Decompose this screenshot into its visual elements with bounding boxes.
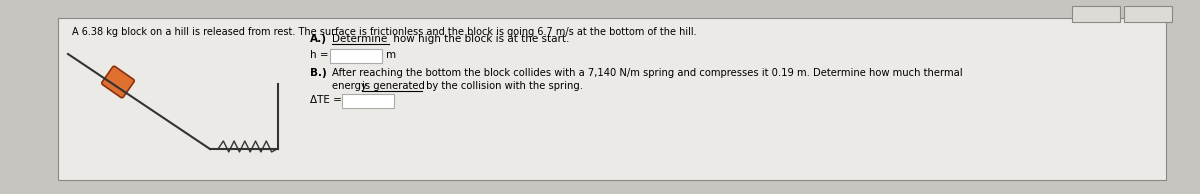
Text: h =: h = [310, 50, 329, 60]
Text: is generated: is generated [362, 81, 425, 91]
Text: energy: energy [332, 81, 370, 91]
Text: B.): B.) [310, 68, 326, 78]
Text: how high the block is at the start.: how high the block is at the start. [390, 34, 569, 44]
Text: A 6.38 kg block on a hill is released from rest. The surface is frictionless and: A 6.38 kg block on a hill is released fr… [72, 27, 697, 37]
FancyBboxPatch shape [342, 94, 394, 108]
FancyBboxPatch shape [58, 18, 1166, 180]
FancyBboxPatch shape [1072, 6, 1120, 22]
FancyBboxPatch shape [330, 49, 382, 63]
Text: A.): A.) [310, 34, 326, 44]
FancyBboxPatch shape [102, 66, 134, 98]
Text: m: m [386, 50, 396, 60]
Text: After reaching the bottom the block collides with a 7,140 N/m spring and compres: After reaching the bottom the block coll… [332, 68, 962, 78]
Text: by the collision with the spring.: by the collision with the spring. [424, 81, 583, 91]
Text: ΔTE =: ΔTE = [310, 95, 342, 105]
Text: Determine: Determine [332, 34, 388, 44]
FancyBboxPatch shape [1124, 6, 1172, 22]
